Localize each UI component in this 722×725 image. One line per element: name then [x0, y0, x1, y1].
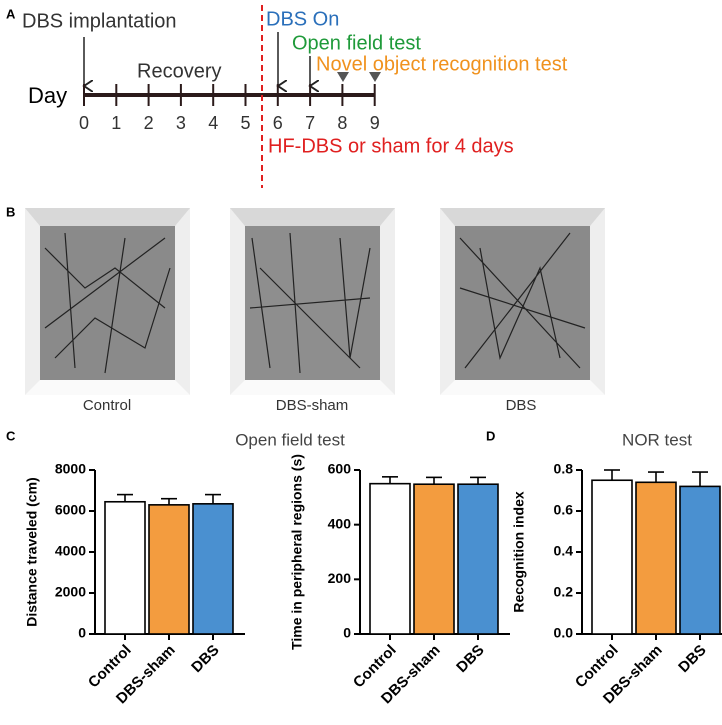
event: Novel object recognition test — [316, 53, 568, 75]
x-tick-label: DBS — [188, 642, 222, 676]
panel-title: Open field test — [235, 430, 345, 449]
x-tick-label: DBS — [453, 642, 487, 676]
axis-label: Day — [28, 83, 67, 108]
event: DBS On — [266, 8, 339, 30]
marker — [337, 72, 381, 82]
day-label: 0 — [79, 113, 89, 133]
y-tick-label: 0.8 — [554, 461, 574, 477]
bar — [457, 483, 499, 635]
y-tick-label: 0 — [78, 625, 86, 641]
day-label: 6 — [273, 113, 283, 133]
y-tick-label: 0.2 — [554, 584, 574, 600]
event: Open field test — [292, 32, 421, 54]
y-tick-label: 600 — [328, 461, 352, 477]
panel-label: D — [486, 428, 495, 443]
day-label: 3 — [176, 113, 186, 133]
day-label: 2 — [144, 113, 154, 133]
y-axis-label: Distance traveled (cm) — [24, 477, 40, 626]
bar — [413, 483, 455, 635]
day-label: 7 — [305, 113, 315, 133]
chart-title: NOR test — [622, 430, 692, 449]
day-label: 4 — [208, 113, 218, 133]
photo — [440, 208, 605, 395]
day-label: 1 — [111, 113, 121, 133]
y-tick-label: 0.4 — [554, 543, 574, 559]
bar — [635, 481, 677, 635]
bar — [148, 504, 190, 635]
photo-caption: Control — [83, 397, 131, 414]
panel-label: C — [6, 428, 16, 443]
bar — [192, 503, 234, 635]
bar — [591, 479, 633, 635]
x-tick-label: DBS — [675, 642, 709, 676]
y-tick-label: 2000 — [55, 584, 86, 600]
day-label: 5 — [240, 113, 250, 133]
y-tick-label: 4000 — [55, 543, 86, 559]
event: DBS implantation — [22, 10, 177, 32]
panel-label: B — [6, 204, 15, 219]
y-tick-label: 0 — [343, 625, 351, 641]
photos — [25, 208, 605, 395]
bar — [369, 482, 411, 635]
y-tick-label: 0.6 — [554, 502, 574, 518]
y-tick-label: 6000 — [55, 502, 86, 518]
event: HF-DBS or sham for 4 days — [268, 135, 514, 157]
y-tick-label: 400 — [328, 515, 352, 531]
y-tick-label: 0.0 — [554, 625, 574, 641]
y-tick-label: 8000 — [55, 461, 86, 477]
bar — [104, 500, 146, 635]
photo-caption: DBS — [506, 397, 537, 414]
day-label: 8 — [337, 113, 347, 133]
photo — [230, 208, 395, 395]
event: Recovery — [137, 60, 221, 82]
y-tick-label: 200 — [328, 570, 352, 586]
y-axis-label: Time in peripheral regions (s) — [289, 454, 305, 650]
day-label: 9 — [370, 113, 380, 133]
y-axis-label: Recognition index — [511, 491, 527, 613]
bar — [679, 485, 721, 635]
photo-caption: DBS-sham — [276, 397, 349, 414]
photo — [25, 208, 190, 395]
panel-label: A — [6, 6, 16, 21]
